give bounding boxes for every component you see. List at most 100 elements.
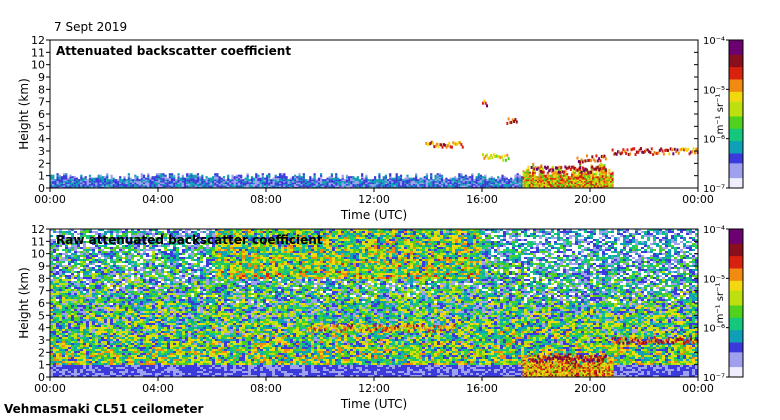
heatmap-cell [53,277,56,279]
heatmap-cell [50,180,53,183]
heatmap-cell [564,182,567,185]
heatmap-cell [495,154,498,158]
heatmap-cell [89,239,92,241]
heatmap-cell [62,359,65,361]
heatmap-cell [77,313,80,315]
heatmap-cell [597,185,600,188]
heatmap-cell [50,287,53,289]
heatmap-cell [53,365,56,367]
heatmap-cell [113,357,116,359]
heatmap-cell [289,185,292,188]
heatmap-cell [145,179,148,182]
heatmap-cell [92,305,95,307]
heatmap-cell [71,305,74,307]
heatmap-cell [664,148,667,152]
heatmap-cell [80,281,83,283]
heatmap-cell [580,183,583,186]
heatmap-cell [128,365,131,367]
heatmap-cell [207,177,210,180]
heatmap-cell [53,345,56,347]
heatmap-cell [408,182,411,185]
heatmap-cell [151,176,154,179]
heatmap-cell [131,269,134,271]
heatmap-cell [567,185,570,188]
heatmap-cell [605,179,608,182]
heatmap-cell [108,180,111,183]
heatmap-cell [475,183,478,186]
heatmap-cell [486,182,489,185]
heatmap-cell [415,180,418,183]
heatmap-cell [505,182,508,185]
heatmap-cell [50,329,53,331]
heatmap-cell [538,180,541,183]
heatmap-cell [50,315,53,317]
heatmap-cell [77,329,80,331]
heatmap-cell [216,173,219,176]
heatmap-cell [134,309,137,311]
heatmap-cell [143,321,146,323]
heatmap-cell [395,185,398,188]
heatmap-cell [62,267,65,269]
heatmap-cell [80,279,83,281]
heatmap-cell [77,251,80,253]
heatmap-cell [56,273,59,275]
heatmap-cell [556,177,559,180]
heatmap-cell [113,353,116,355]
heatmap-cell [475,176,478,179]
heatmap-cell [593,176,596,179]
heatmap-cell [283,177,286,180]
heatmap-cell [95,303,98,305]
heatmap-cell [119,311,122,313]
heatmap-cell [566,173,569,176]
heatmap-cell [593,174,596,177]
heatmap-cell [131,293,134,295]
heatmap-cell [363,180,366,183]
heatmap-cell [499,185,502,188]
heatmap-cell [122,251,125,253]
heatmap-cell [128,283,131,285]
heatmap-cell [95,337,98,339]
heatmap-cell [593,182,596,185]
heatmap-cell [89,333,92,335]
heatmap-cell [119,355,122,357]
heatmap-cell [434,185,437,188]
heatmap-cell [56,271,59,273]
heatmap-cell [119,343,122,345]
heatmap-cell [266,179,269,182]
heatmap-cell [83,345,86,347]
heatmap-cell [68,343,71,345]
heatmap-cell [140,182,143,185]
heatmap-cell [601,171,604,174]
heatmap-cell [95,359,98,361]
heatmap-cell [134,233,137,235]
heatmap-cell [68,229,71,231]
heatmap-cell [56,287,59,289]
heatmap-cell [74,301,77,303]
heatmap-cell [501,179,504,182]
heatmap-cell [89,289,92,291]
heatmap-cell [419,179,422,182]
heatmap-cell [56,359,59,361]
heatmap-cell [83,241,86,243]
heatmap-cell [140,371,143,373]
heatmap-cell [492,183,495,186]
heatmap-cell [587,159,590,163]
heatmap-cell [140,263,143,265]
heatmap-cell [580,179,583,182]
heatmap-cell [86,305,89,307]
heatmap-cell [140,337,143,339]
heatmap-cell [464,174,467,177]
heatmap-cell [116,307,119,309]
heatmap-cell [611,183,614,186]
heatmap-cell [56,373,59,375]
heatmap-cell [554,174,557,177]
heatmap-cell [74,343,77,345]
heatmap-cell [71,341,74,343]
heatmap-cell [313,182,316,185]
heatmap-cell [492,185,495,188]
heatmap-cell [77,339,80,341]
heatmap-cell [646,148,649,152]
heatmap-cell [369,180,372,183]
heatmap-cell [80,285,83,287]
heatmap-cell [65,245,68,247]
